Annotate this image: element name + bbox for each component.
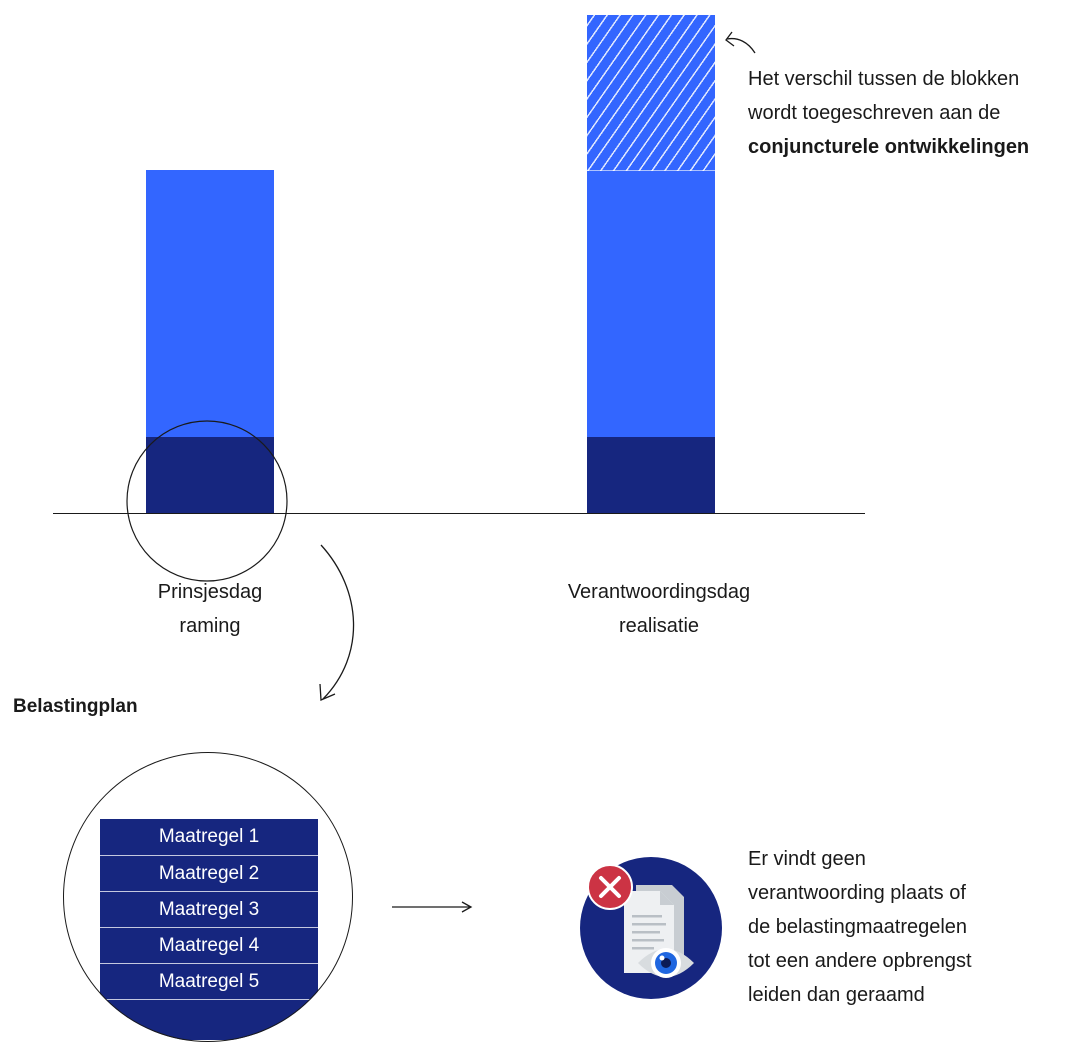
- belastingplan-title: Belastingplan: [13, 696, 138, 717]
- annotation-line: Het verschil tussen de blokken: [748, 68, 1020, 90]
- category-label-prinsjesdag: Prinsjesdag raming: [110, 575, 310, 643]
- curved-arrow-head: [319, 683, 336, 701]
- category-label-line1: Verantwoordingsdag: [567, 581, 751, 603]
- measure-item: Maatregel 1: [100, 819, 318, 855]
- bar-prinsjesdag-conjunctuur: [146, 170, 274, 438]
- horizontal-arrow-head: [461, 901, 473, 913]
- measure-item: Maatregel 4: [100, 927, 318, 963]
- category-label-line1: Prinsjesdag: [157, 581, 263, 603]
- annotation-arrow-head: [725, 31, 735, 47]
- verantwoording-line: leiden dan geraamd: [748, 984, 925, 1006]
- measure-item: Maatregel 2: [100, 855, 318, 891]
- category-label-line2: raming: [179, 615, 241, 637]
- verantwoording-text: Er vindt geen verantwoording plaats of d…: [748, 842, 1048, 1012]
- verantwoording-line: de belastingmaatregelen: [748, 916, 968, 938]
- difference-annotation: Het verschil tussen de blokken wordt toe…: [748, 62, 1077, 164]
- bar-divider: [587, 170, 715, 171]
- verantwoording-line: Er vindt geen: [748, 848, 866, 870]
- category-label-line2: realisatie: [618, 615, 700, 637]
- bar-verantwoordingsdag-maatregelen: [587, 437, 715, 514]
- annotation-line: wordt toegeschreven aan de: [748, 102, 1001, 124]
- bar-verantwoordingsdag-conjunctuur: [587, 171, 715, 438]
- verantwoording-line: tot een andere opbrengst: [748, 950, 972, 972]
- bar-prinsjesdag-maatregelen: [146, 437, 274, 514]
- verantwoording-line: verantwoording plaats of: [748, 882, 966, 904]
- measure-item: Maatregel 5: [100, 963, 318, 999]
- annotation-bold-text: conjuncturele ontwikkelingen: [748, 136, 1030, 158]
- measure-item: Maatregel 3: [100, 891, 318, 927]
- annotation-arrow: [726, 37, 756, 54]
- category-label-verantwoordingsdag: Verantwoordingsdag realisatie: [531, 575, 787, 643]
- annotation-bold: conjuncturele ontwikkelingen: [748, 130, 1077, 164]
- baseline: [53, 513, 865, 514]
- magnifier-circle: [126, 420, 288, 582]
- bar-verantwoordingsdag-verschil: [587, 15, 715, 171]
- curved-arrow-down: [320, 544, 355, 700]
- document-eye-error-icon: [580, 857, 722, 999]
